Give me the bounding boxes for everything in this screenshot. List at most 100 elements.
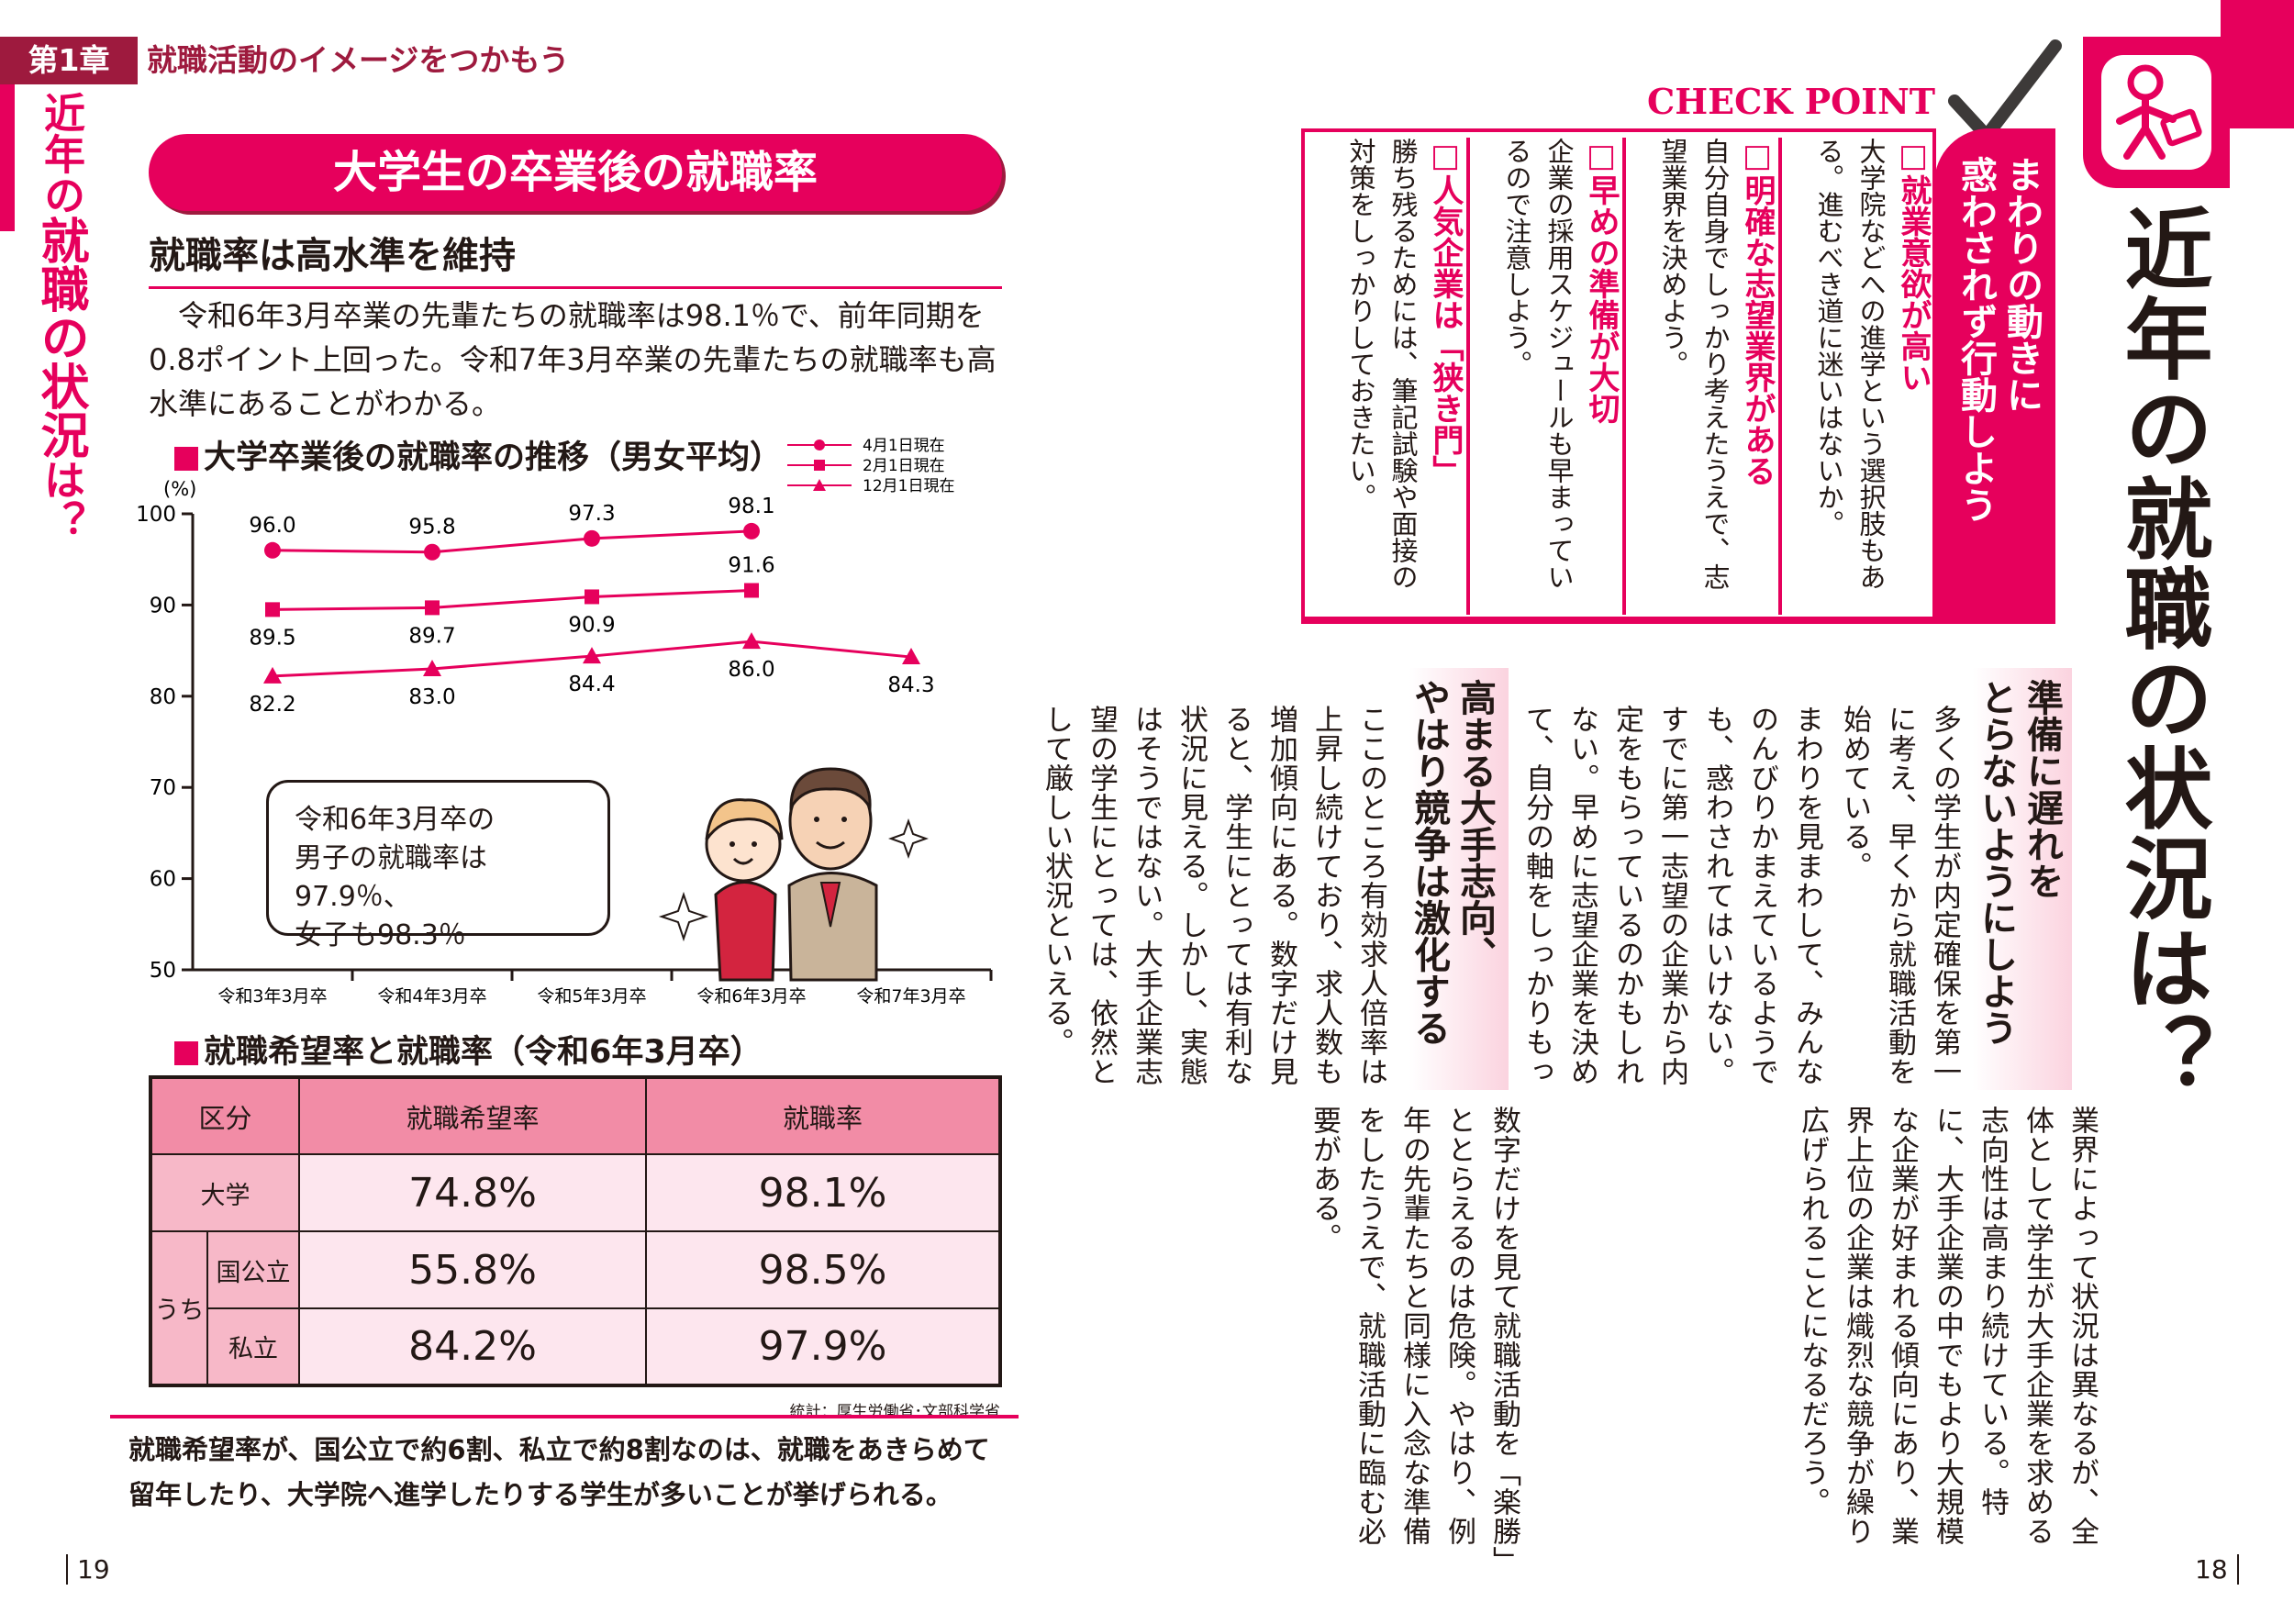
table-header-hope-rate: 就職希望率 (298, 1076, 647, 1155)
body-paragraph-1: まわりを見まわして、みんなのんびりかまえているようでも、惑わされてはいけない。す… (1431, 705, 1823, 1086)
person-icon (2101, 55, 2211, 170)
students-illustration (658, 767, 929, 982)
cell-employment-rate: 97.9% (645, 1307, 1001, 1386)
heading-1: 準備に遅れを とらないようにしよう (1973, 679, 2065, 1046)
y-tick-label: 60 (150, 868, 176, 892)
heading-1-line-2: とらないようにしよう (1975, 679, 2017, 1046)
legend-marker-triangle (813, 479, 826, 491)
callout-line-1: 令和6年3月卒の (295, 804, 496, 836)
data-point-triangle (902, 648, 920, 665)
heading-2-background (1398, 668, 1509, 1090)
table-header-category: 区分 (150, 1076, 300, 1155)
subheading: 就職率は高水準を維持 (149, 226, 1002, 289)
data-label: 84.3 (887, 673, 934, 697)
chart-title-text: 大学卒業後の就職率の推移（男女平均） (204, 439, 783, 476)
checkpoint-heading-line-2: 惑わされず行動しよう (1954, 156, 1997, 523)
checkpoint-heading: まわりの動きに 惑わされず行動しよう (1953, 156, 2044, 523)
checkpoint-item-body: 勝ち残るためには、筆記試験や面接の対策をしっかりしておきたい。 (1345, 138, 1419, 590)
side-accent-bar (0, 84, 15, 231)
series-line-1 (272, 529, 752, 554)
data-point-square (744, 583, 759, 598)
x-tick-label: 令和4年3月卒 (377, 986, 486, 1007)
table-title: 就職希望率と就職率（令和6年3月卒） (174, 1026, 763, 1073)
side-title-part-a: 近年の (37, 92, 85, 216)
x-tick-label: 令和6年3月卒 (696, 986, 806, 1007)
row-group-label: うち (150, 1230, 208, 1386)
title-accent-band (2221, 0, 2294, 128)
checkpoint-item-body: 企業の採用スケジュールも早まっているので注意しよう。 (1501, 138, 1575, 590)
footnote: 就職希望率が、国公立で約6割、私立で約8割なのは、就職をあきらめて留年したり、大… (110, 1415, 1019, 1518)
side-title-part-c: は？ (37, 459, 85, 541)
table-header-employment-rate: 就職率 (645, 1076, 1001, 1155)
checkpoint-heading-panel (1934, 128, 2055, 624)
employment-table: 区分 就職希望率 就職率 大学 74.8% 98.1% うち 国公立 55.8%… (149, 1075, 1002, 1387)
data-point-square (265, 602, 280, 617)
chart-title: 大学卒業後の就職率の推移（男女平均） (174, 431, 782, 478)
data-point-triangle (423, 659, 441, 676)
checkpoint-item: □明確な志望業界がある 自分自身でしっかり考えたうえで、志望業界を決めよう。 (1622, 138, 1778, 615)
callout-line-3: 女子も98.3％ (295, 919, 466, 951)
data-label: 83.0 (408, 685, 455, 709)
square-bullet-icon (174, 1041, 198, 1065)
y-axis-unit: (%) (163, 478, 196, 500)
chart-axes: (%) 50 60 70 80 90 100 令和3年3月卒 令和4年3月卒 令和5年3月卒 令和6… (138, 478, 993, 1007)
checkpoint-item-title: □人気企業は「狭き門」 (1427, 138, 1464, 486)
data-label: 98.1 (728, 495, 774, 518)
person-glyph (2116, 64, 2202, 160)
checkpoint-item-title: □明確な志望業界がある (1739, 138, 1776, 486)
data-label: 91.6 (728, 553, 774, 577)
chapter-title: 就職活動のイメージをつかもう (147, 42, 570, 78)
heading-2-line-2: やはり競争は激化する (1408, 679, 1450, 1046)
data-label: 82.2 (249, 693, 295, 717)
checkpoint-item-body: 大学院などへの進学という選択肢もある。進むべき道に迷いはないか。 (1813, 138, 1887, 590)
heading-2-line-1: 高まる大手志向、 (1453, 679, 1496, 973)
section-title: 大学生の卒業後の就職率 (149, 134, 1002, 211)
side-title: 近年の就職の状況は？ (33, 92, 89, 541)
series-line-2 (272, 588, 752, 611)
checkpoint-item-title: □就業意欲が高い (1895, 138, 1932, 393)
table-row: うち 国公立 55.8% 98.5% (150, 1230, 1001, 1386)
data-point-circle (584, 529, 600, 547)
row-label-private: 私立 (206, 1307, 300, 1386)
table-row: 私立 84.2% 97.9% (150, 1307, 1001, 1386)
heading-1-lead: 多くの学生が内定確保を第一に考え、早くから就職活動を始めている。 (1838, 705, 1961, 1086)
legend-label: 4月1日現在 (863, 437, 945, 455)
data-point-circle (743, 522, 760, 539)
data-label: 90.9 (568, 613, 615, 637)
legend-marker-square (814, 460, 825, 471)
x-tick-label: 令和7年3月卒 (856, 986, 965, 1007)
table-row: 大学 74.8% 98.1% (150, 1153, 1001, 1232)
body-paragraph-2-start: ここのところ有効求人倍率は上昇し続けており、求人数も増加傾向にある。数字だけ見る… (1040, 705, 1387, 1086)
heading-1-background (1962, 668, 2072, 1090)
checkpoint-item: □人気企業は「狭き門」 勝ち残るためには、筆記試験や面接の対策をしっかりしておき… (1310, 138, 1466, 615)
square-bullet-icon (174, 447, 198, 471)
callout-line-2: 男子の就職率は97.9％、 (295, 842, 487, 913)
x-tick-label: 令和3年3月卒 (217, 986, 327, 1007)
page-number-left: 19 (66, 1554, 110, 1585)
data-label: 89.5 (249, 626, 295, 650)
chapter-label: 第1章 (0, 37, 138, 84)
cell-hope-rate: 84.2% (298, 1307, 647, 1386)
checkpoint-heading-line-1: まわりの動きに (2000, 156, 2043, 413)
legend-label: 12月1日現在 (863, 477, 954, 495)
data-point-circle (264, 541, 281, 559)
side-title-part-b: 就職の状況 (33, 216, 89, 459)
main-title: 近年の就職の状況は？ (2110, 204, 2212, 1103)
data-point-triangle (263, 666, 282, 684)
legend-marker-circle (814, 439, 825, 450)
data-label: 86.0 (728, 658, 774, 682)
heading-1-line-1: 準備に遅れを (2021, 679, 2063, 899)
heading-2: 高まる大手志向、 やはり競争は激化する (1406, 679, 1498, 1046)
cell-hope-rate: 74.8% (298, 1153, 647, 1232)
cell-employment-rate: 98.1% (645, 1153, 1001, 1232)
y-tick-label: 100 (138, 503, 176, 527)
checkpoint-item-body: 自分自身でしっかり考えたうえで、志望業界を決めよう。 (1657, 138, 1731, 590)
cell-hope-rate: 55.8% (298, 1230, 647, 1309)
data-point-triangle (742, 632, 761, 650)
checkpoint-item: □就業意欲が高い 大学院などへの進学という選択肢もある。進むべき道に迷いはないか… (1778, 138, 1934, 615)
table-header-row: 区分 就職希望率 就職率 (150, 1076, 1001, 1155)
legend-label: 2月1日現在 (863, 457, 945, 475)
cell-employment-rate: 98.5% (645, 1230, 1001, 1309)
body-paragraph-4: 数字だけを見て就職活動を「楽勝」ととらえるのは危険。やはり、例年の先輩たちと同様… (1308, 1106, 1520, 1562)
data-point-triangle (583, 647, 601, 664)
